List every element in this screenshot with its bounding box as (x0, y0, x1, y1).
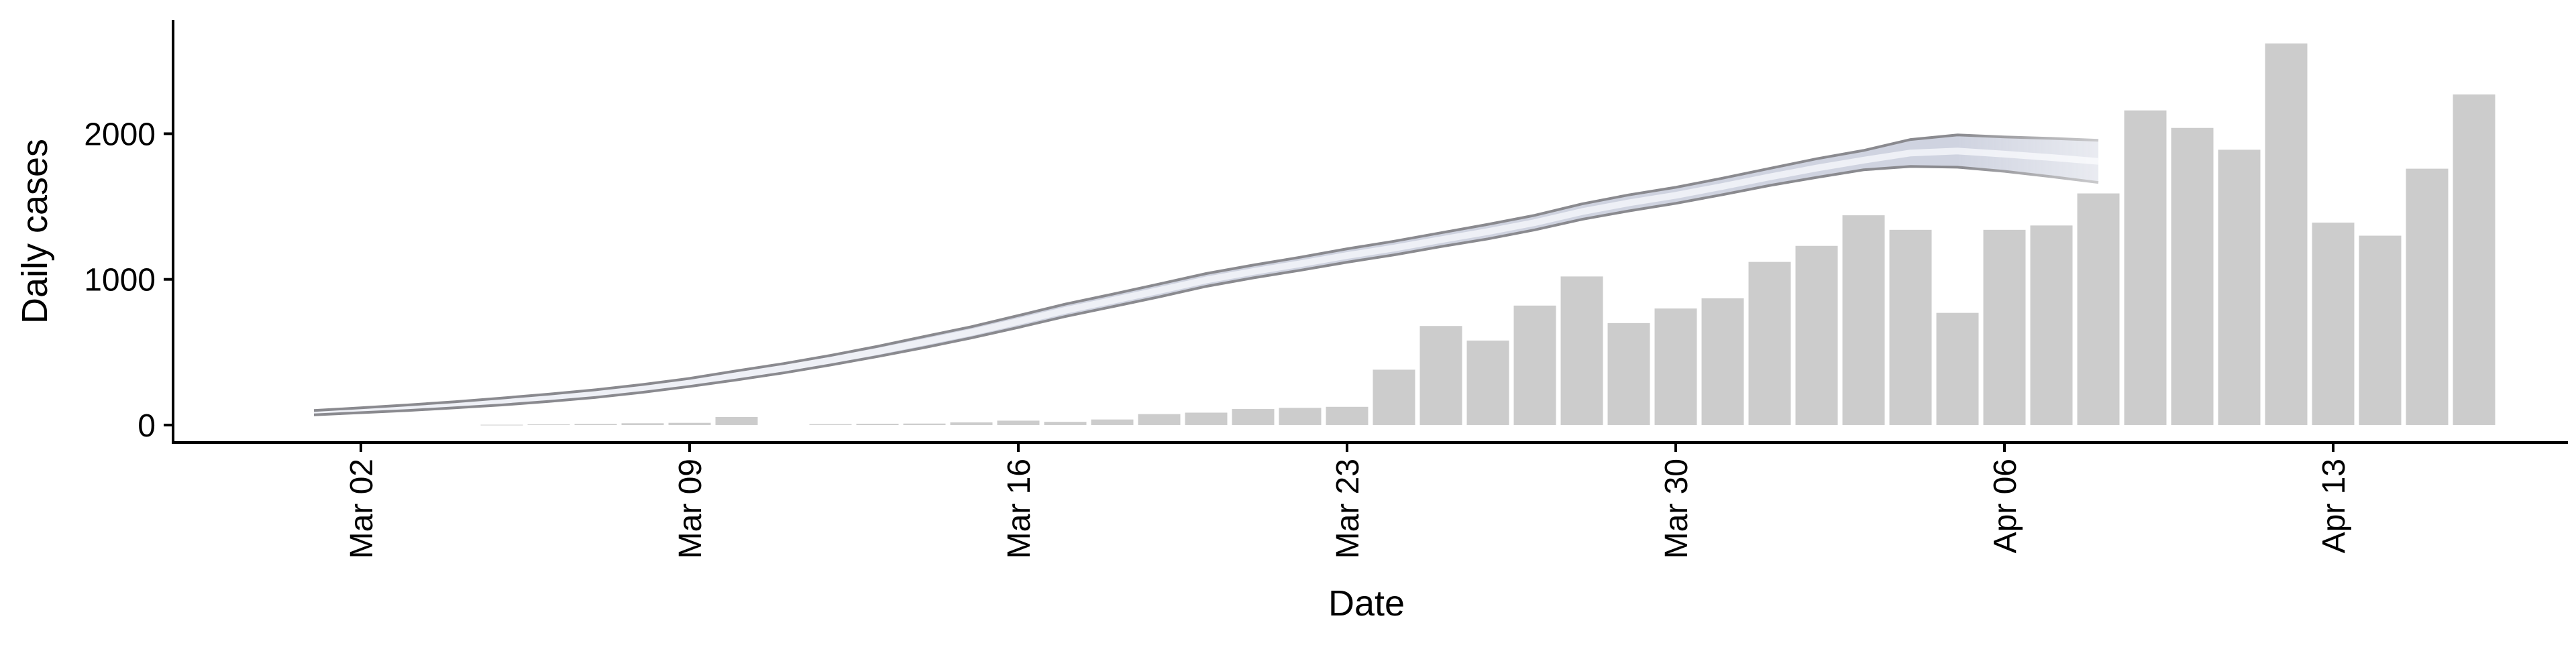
estimate-band (313, 133, 2099, 416)
bar (1279, 408, 1322, 425)
bar (1654, 308, 1697, 425)
x-axis-title: Date (1328, 583, 1405, 624)
bar (1748, 261, 1791, 425)
bar (1607, 322, 1650, 425)
bar (1044, 422, 1087, 425)
bar (574, 424, 617, 425)
bar (2453, 94, 2496, 425)
bar (1983, 229, 2026, 425)
x-tick-label: Apr 13 (2316, 459, 2352, 553)
bar (1842, 215, 1885, 425)
bar (1091, 419, 1134, 425)
x-ticks: Mar 02 Mar 09 Mar 16 Mar 23 Mar 30 Apr 06 Apr … (344, 443, 2352, 558)
bar (1560, 276, 1603, 425)
bar (2312, 222, 2355, 425)
bar (1513, 305, 1556, 425)
bar (1185, 412, 1228, 425)
x-tick-label: Mar 30 (1659, 459, 1695, 558)
bar (1232, 409, 1275, 425)
band-center-line (313, 148, 2099, 416)
y-tick-label: 2000 (84, 117, 156, 152)
band-lower-line (313, 165, 2099, 416)
bar (527, 424, 570, 425)
bar (1138, 414, 1181, 425)
y-tick-label: 0 (138, 408, 156, 444)
bar (1466, 340, 1509, 425)
axes-layer (172, 20, 2568, 444)
bar (809, 424, 852, 425)
bar (1701, 298, 1744, 425)
bar (715, 416, 758, 425)
bar (668, 422, 711, 425)
bar (2030, 225, 2073, 425)
bar (997, 420, 1040, 425)
x-tick-label: Mar 16 (1002, 459, 1037, 558)
x-tick-label: Mar 02 (344, 459, 380, 558)
bar (903, 423, 946, 425)
bar (1326, 406, 1368, 425)
bar (2359, 235, 2402, 425)
band-upper-line (313, 133, 2099, 412)
bar (2124, 110, 2167, 425)
x-tick-label: Mar 23 (1330, 459, 1366, 558)
bar (1936, 312, 1979, 425)
bar (1373, 369, 1415, 425)
bar (1419, 326, 1462, 425)
bar (2265, 43, 2308, 425)
bar (856, 423, 899, 425)
y-tick-label: 1000 (84, 263, 156, 298)
bar (2406, 168, 2449, 425)
bar (1889, 229, 1932, 425)
bar (2218, 150, 2261, 425)
y-axis-title: Daily cases (15, 139, 55, 324)
y-ticks: 0 1000 2000 (84, 117, 173, 444)
bar (1795, 245, 1838, 425)
x-tick-label: Mar 09 (673, 459, 708, 558)
bar (621, 423, 664, 425)
band-layer (313, 133, 2099, 416)
x-tick-label: Apr 06 (1988, 459, 2023, 553)
bar (950, 422, 993, 425)
bars-layer (480, 43, 2496, 426)
bar (2171, 127, 2214, 425)
bar (480, 424, 523, 426)
bar (2077, 193, 2120, 425)
